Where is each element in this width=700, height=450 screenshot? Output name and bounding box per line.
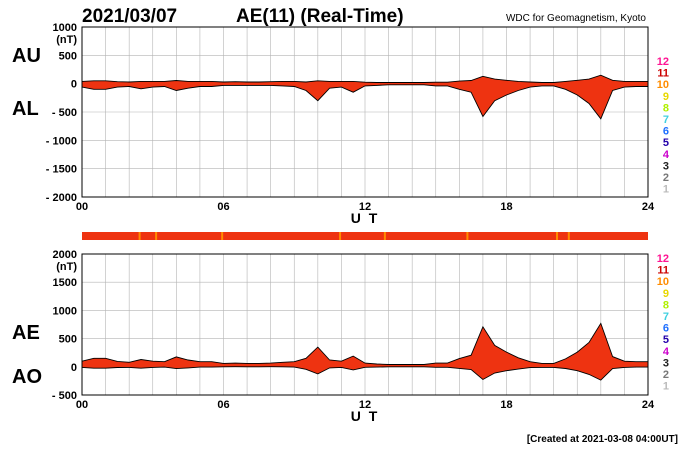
y-tick-label: - 500 <box>52 390 77 402</box>
strip-mark <box>383 232 386 240</box>
y-tick-label: - 1000 <box>46 135 77 147</box>
y-tick-label: - 2000 <box>46 192 77 204</box>
station-count-label: 4 <box>663 149 670 161</box>
x-axis-label: U T <box>351 210 380 226</box>
y-unit-label: (nT) <box>56 34 77 46</box>
x-tick-label: 24 <box>642 201 655 213</box>
station-count-label: 9 <box>663 91 669 103</box>
station-count-label: 11 <box>657 68 669 80</box>
series-line-al <box>81 84 648 120</box>
station-count-label: 6 <box>663 323 669 335</box>
station-count-label: 5 <box>663 334 669 346</box>
x-tick-label: 12 <box>359 399 371 411</box>
strip-mark <box>339 232 342 240</box>
index-fill-area <box>82 323 648 381</box>
strip-mark <box>466 232 469 240</box>
chart-date: 2021/03/07 <box>82 6 177 27</box>
station-count-label: 10 <box>657 276 669 288</box>
y-tick-label: 0 <box>71 79 77 91</box>
y-tick-label: 0 <box>71 362 77 374</box>
y-tick-label: 1000 <box>53 22 77 34</box>
series-label-ae: AE <box>12 322 40 344</box>
x-tick-label: 24 <box>642 399 655 411</box>
station-count-strip <box>82 232 648 240</box>
created-timestamp: [Created at 2021-03-08 04:00UT] <box>527 434 678 445</box>
index-fill-area <box>82 75 648 119</box>
strip-mark <box>221 232 224 240</box>
station-count-label: 11 <box>657 265 669 277</box>
y-tick-label: 500 <box>59 50 77 62</box>
x-tick-label: 00 <box>76 399 88 411</box>
station-count-label: 5 <box>663 137 669 149</box>
station-count-label: 7 <box>663 114 669 126</box>
y-tick-label: - 500 <box>52 107 77 119</box>
station-count-label: 8 <box>663 102 669 114</box>
station-count-label: 12 <box>657 56 669 68</box>
y-tick-label: 500 <box>59 334 77 346</box>
station-count-label: 3 <box>663 160 669 172</box>
station-count-label: 2 <box>663 369 669 381</box>
station-count-label: 6 <box>663 126 669 138</box>
station-count-label: 3 <box>663 357 669 369</box>
y-tick-label: 1000 <box>53 305 77 317</box>
upper-panel: 1000 500 0 - 500 - 1000 - 1500 - 2000 (nT) 00 06 1… <box>12 22 655 226</box>
y-tick-label: 2000 <box>53 249 77 261</box>
x-tick-label: 00 <box>76 201 88 213</box>
series-label-au: AU <box>12 45 41 67</box>
station-count-label: 7 <box>663 311 669 323</box>
station-count-label: 1 <box>663 381 669 393</box>
x-tick-label: 18 <box>500 399 512 411</box>
station-count-label: 8 <box>663 299 669 311</box>
series-line-ae <box>81 322 648 365</box>
series-label-ao: AO <box>12 366 42 388</box>
station-count-label: 2 <box>663 172 669 184</box>
station-count-label: 9 <box>663 288 669 300</box>
x-tick-label: 06 <box>217 399 229 411</box>
chart-title: AE(11) (Real-Time) <box>236 6 404 27</box>
y-tick-label: - 1500 <box>46 164 77 176</box>
strip-mark <box>138 232 141 240</box>
series-line-au <box>81 74 648 83</box>
strip-mark <box>556 232 559 240</box>
x-axis-label: U T <box>351 408 380 424</box>
strip-marks <box>138 232 570 240</box>
station-count-label: 10 <box>657 79 669 91</box>
plot-frame <box>81 26 649 198</box>
strip-mark <box>567 232 570 240</box>
station-count-label: 4 <box>663 346 670 358</box>
chart-source: WDC for Geomagnetism, Kyoto <box>506 13 646 24</box>
x-tick-label: 12 <box>359 201 371 213</box>
series-line-ao <box>81 366 648 381</box>
x-tick-label: 18 <box>500 201 512 213</box>
y-unit-label: (nT) <box>56 261 77 273</box>
lower-panel: 2000 1500 1000 500 0 - 500 (nT) 00 06 12 18 24 U T AE… <box>12 249 655 424</box>
station-count-label: 12 <box>657 253 669 265</box>
x-tick-label: 06 <box>217 201 229 213</box>
series-label-al: AL <box>12 98 39 120</box>
station-count-label: 1 <box>663 184 669 196</box>
y-tick-label: 1500 <box>53 277 77 289</box>
plot-frame <box>81 253 649 396</box>
strip-mark <box>155 232 158 240</box>
